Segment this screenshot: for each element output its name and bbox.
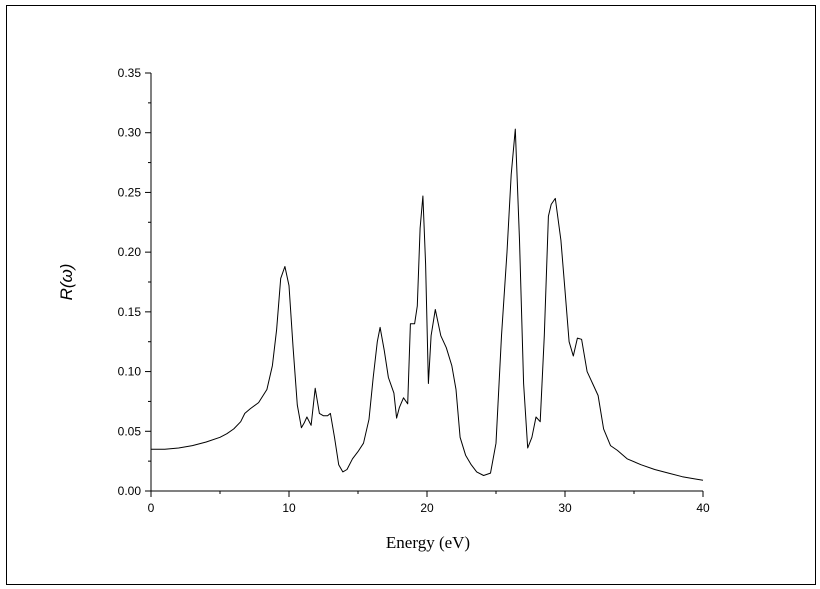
y-tick-label: 0.30	[118, 126, 142, 140]
x-tick-label: 30	[558, 501, 572, 515]
x-tick-label: 0	[148, 501, 155, 515]
y-tick-label: 0.00	[118, 484, 142, 498]
plot-area	[151, 128, 704, 481]
chart-frame	[6, 5, 816, 585]
y-axis-label: R(ω)	[57, 264, 76, 301]
axes: 0.00 0.05 0.10 0.15 0.20 0.25 0.30 0.35 0 10 20 30 4…	[118, 66, 710, 515]
y-tick-label: 0.25	[118, 185, 142, 199]
series-line	[151, 128, 704, 481]
x-axis-label: Energy (eV)	[386, 533, 470, 552]
y-tick-label: 0.35	[118, 66, 142, 80]
y-tick-label: 0.05	[118, 424, 142, 438]
y-tick-label: 0.10	[118, 365, 142, 379]
x-tick-label: 20	[420, 501, 434, 515]
y-tick-label: 0.20	[118, 245, 142, 259]
x-tick-label: 10	[282, 501, 296, 515]
x-tick-label: 40	[696, 501, 710, 515]
y-tick-label: 0.15	[118, 305, 142, 319]
